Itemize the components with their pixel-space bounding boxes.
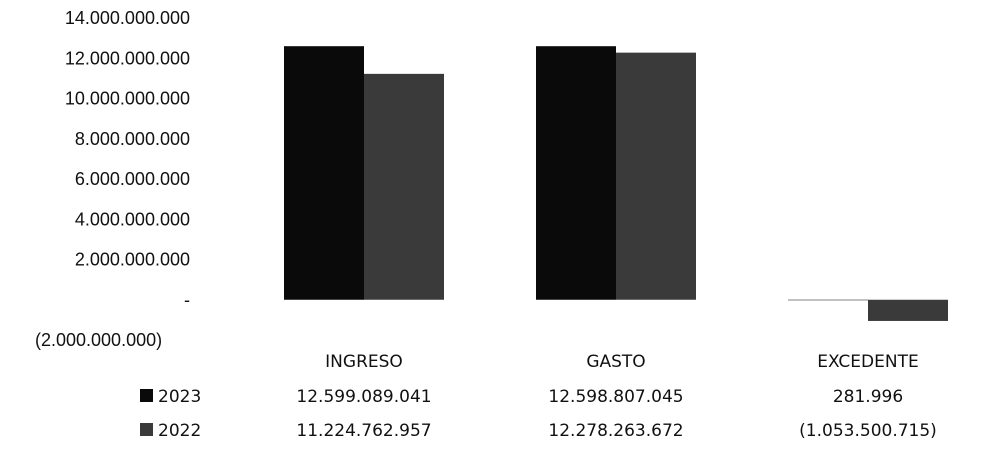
- bars: [284, 46, 948, 321]
- data-table-value: 12.599.089.041: [296, 387, 431, 407]
- category-label: INGRESO: [325, 352, 403, 372]
- y-tick-label: 10.000.000.000: [65, 89, 190, 109]
- data-table-value: 281.996: [833, 387, 903, 407]
- y-tick-label: 14.000.000.000: [65, 8, 190, 28]
- y-tick-label: 8.000.000.000: [75, 129, 190, 149]
- data-table-value: 12.598.807.045: [548, 387, 683, 407]
- y-axis: 14.000.000.000 12.000.000.000 10.000.000.0…: [35, 8, 190, 350]
- legend-label: 2023: [158, 387, 201, 407]
- y-tick-label: 12.000.000.000: [65, 48, 190, 68]
- data-table-value: 12.278.263.672: [548, 421, 683, 441]
- bar-excedente-2023: [788, 299, 868, 301]
- bar-gasto-2023: [536, 46, 616, 300]
- legend-label: 2022: [158, 421, 201, 441]
- legend-swatch-2023: [140, 389, 153, 402]
- bar-gasto-2022: [616, 52, 696, 300]
- bar-excedente-2022: [868, 299, 948, 321]
- legend-swatch-2022: [140, 423, 153, 436]
- y-tick-label: 6.000.000.000: [75, 169, 190, 189]
- y-tick-label: -: [184, 290, 190, 310]
- bar-ingreso-2023: [284, 46, 364, 300]
- y-tick-label: 2.000.000.000: [75, 250, 190, 270]
- y-tick-label: 4.000.000.000: [75, 209, 190, 229]
- category-label: GASTO: [586, 352, 645, 372]
- category-label: EXCEDENTE: [817, 352, 918, 372]
- y-tick-label: (2.000.000.000): [35, 330, 162, 350]
- data-table-value: (1.053.500.715): [799, 421, 937, 441]
- data-table: INGRESO GASTO EXCEDENTE 2023 12.599.089.041 1…: [140, 352, 937, 441]
- bar-ingreso-2022: [364, 73, 444, 300]
- data-table-value: 11.224.762.957: [296, 421, 431, 441]
